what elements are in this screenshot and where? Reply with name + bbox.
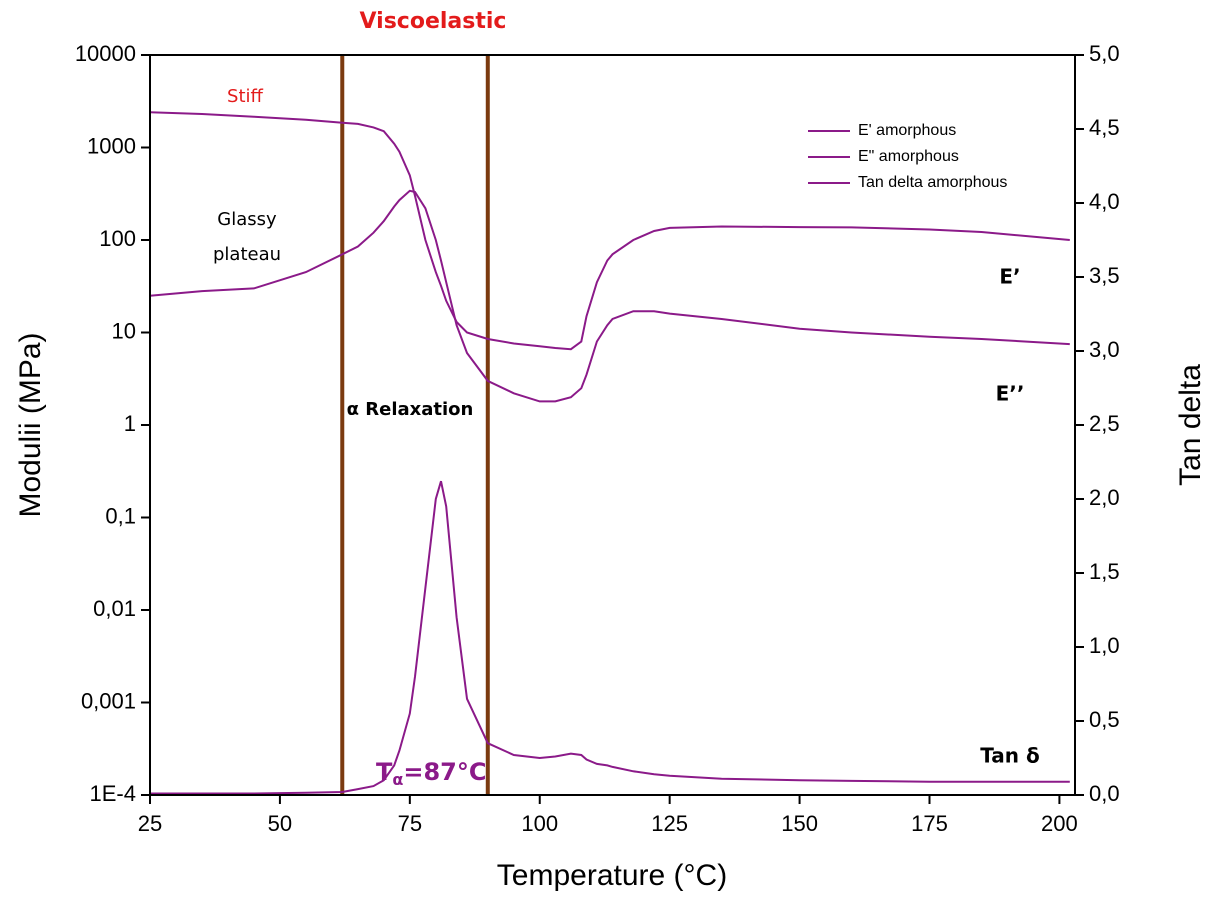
x-tick-label: 125 [651,811,688,836]
tg-sub: α [392,770,403,789]
y2-tick-label: 2,0 [1089,485,1120,510]
annotation: α Relaxation [347,399,474,420]
annotation: E’’ [996,382,1025,406]
y2-axis-title: Tan delta [1174,364,1207,486]
y2-tick-label: 1,5 [1089,559,1120,584]
legend-label: E" amorphous [858,148,959,165]
x-tick-label: 75 [398,811,422,836]
series-line [150,480,1070,795]
annotation: plateau [213,244,281,265]
legend-label: Tan delta amorphous [858,174,1007,191]
legend-label: E' amorphous [858,122,956,139]
y-tick-label: 10000 [75,41,136,66]
y2-tick-label: 0,5 [1089,707,1120,732]
series-line [149,111,1070,351]
x-tick-label: 100 [521,811,558,836]
plot-frame [149,54,1076,796]
y-tick-label: 1 [124,411,136,436]
tg-main: T [376,758,393,786]
y-axis-title: Modulii (MPa) [14,332,47,517]
annotation: Viscoelastic [360,9,507,34]
y2-tick-label: 4,5 [1089,115,1120,140]
annotation: Tan δ [980,744,1040,768]
y-tick-label: 100 [99,226,136,251]
y2-tick-label: 1,0 [1089,633,1120,658]
y2-tick-label: 3,5 [1089,263,1120,288]
x-tick-label: 25 [138,811,162,836]
y2-tick-label: 5,0 [1089,41,1120,66]
annotation: Stiff [227,86,263,107]
x-tick-label: 50 [268,811,292,836]
y-tick-label: 1000 [87,133,136,158]
y2-tick-label: 0,0 [1089,781,1120,806]
x-tick-label: 200 [1041,811,1078,836]
x-tick-label: 175 [911,811,948,836]
y-tick-label: 1E-4 [90,781,136,806]
annotation: E’ [999,265,1020,289]
tg-label: Tα=87°C [376,758,487,789]
y2-tick-label: 4,0 [1089,189,1120,214]
annotation: Glassy [217,209,277,230]
y-tick-label: 0,01 [93,596,136,621]
x-tick-label: 150 [781,811,818,836]
y2-tick-label: 3,0 [1089,337,1120,362]
tg-rest: =87°C [403,758,486,786]
y-tick-label: 10 [112,318,136,343]
y-tick-label: 0,1 [105,503,136,528]
y2-tick-label: 2,5 [1089,411,1120,436]
series-line [149,189,1070,403]
y-tick-label: 0,001 [81,688,136,713]
x-axis-title: Temperature (°C) [497,859,727,892]
